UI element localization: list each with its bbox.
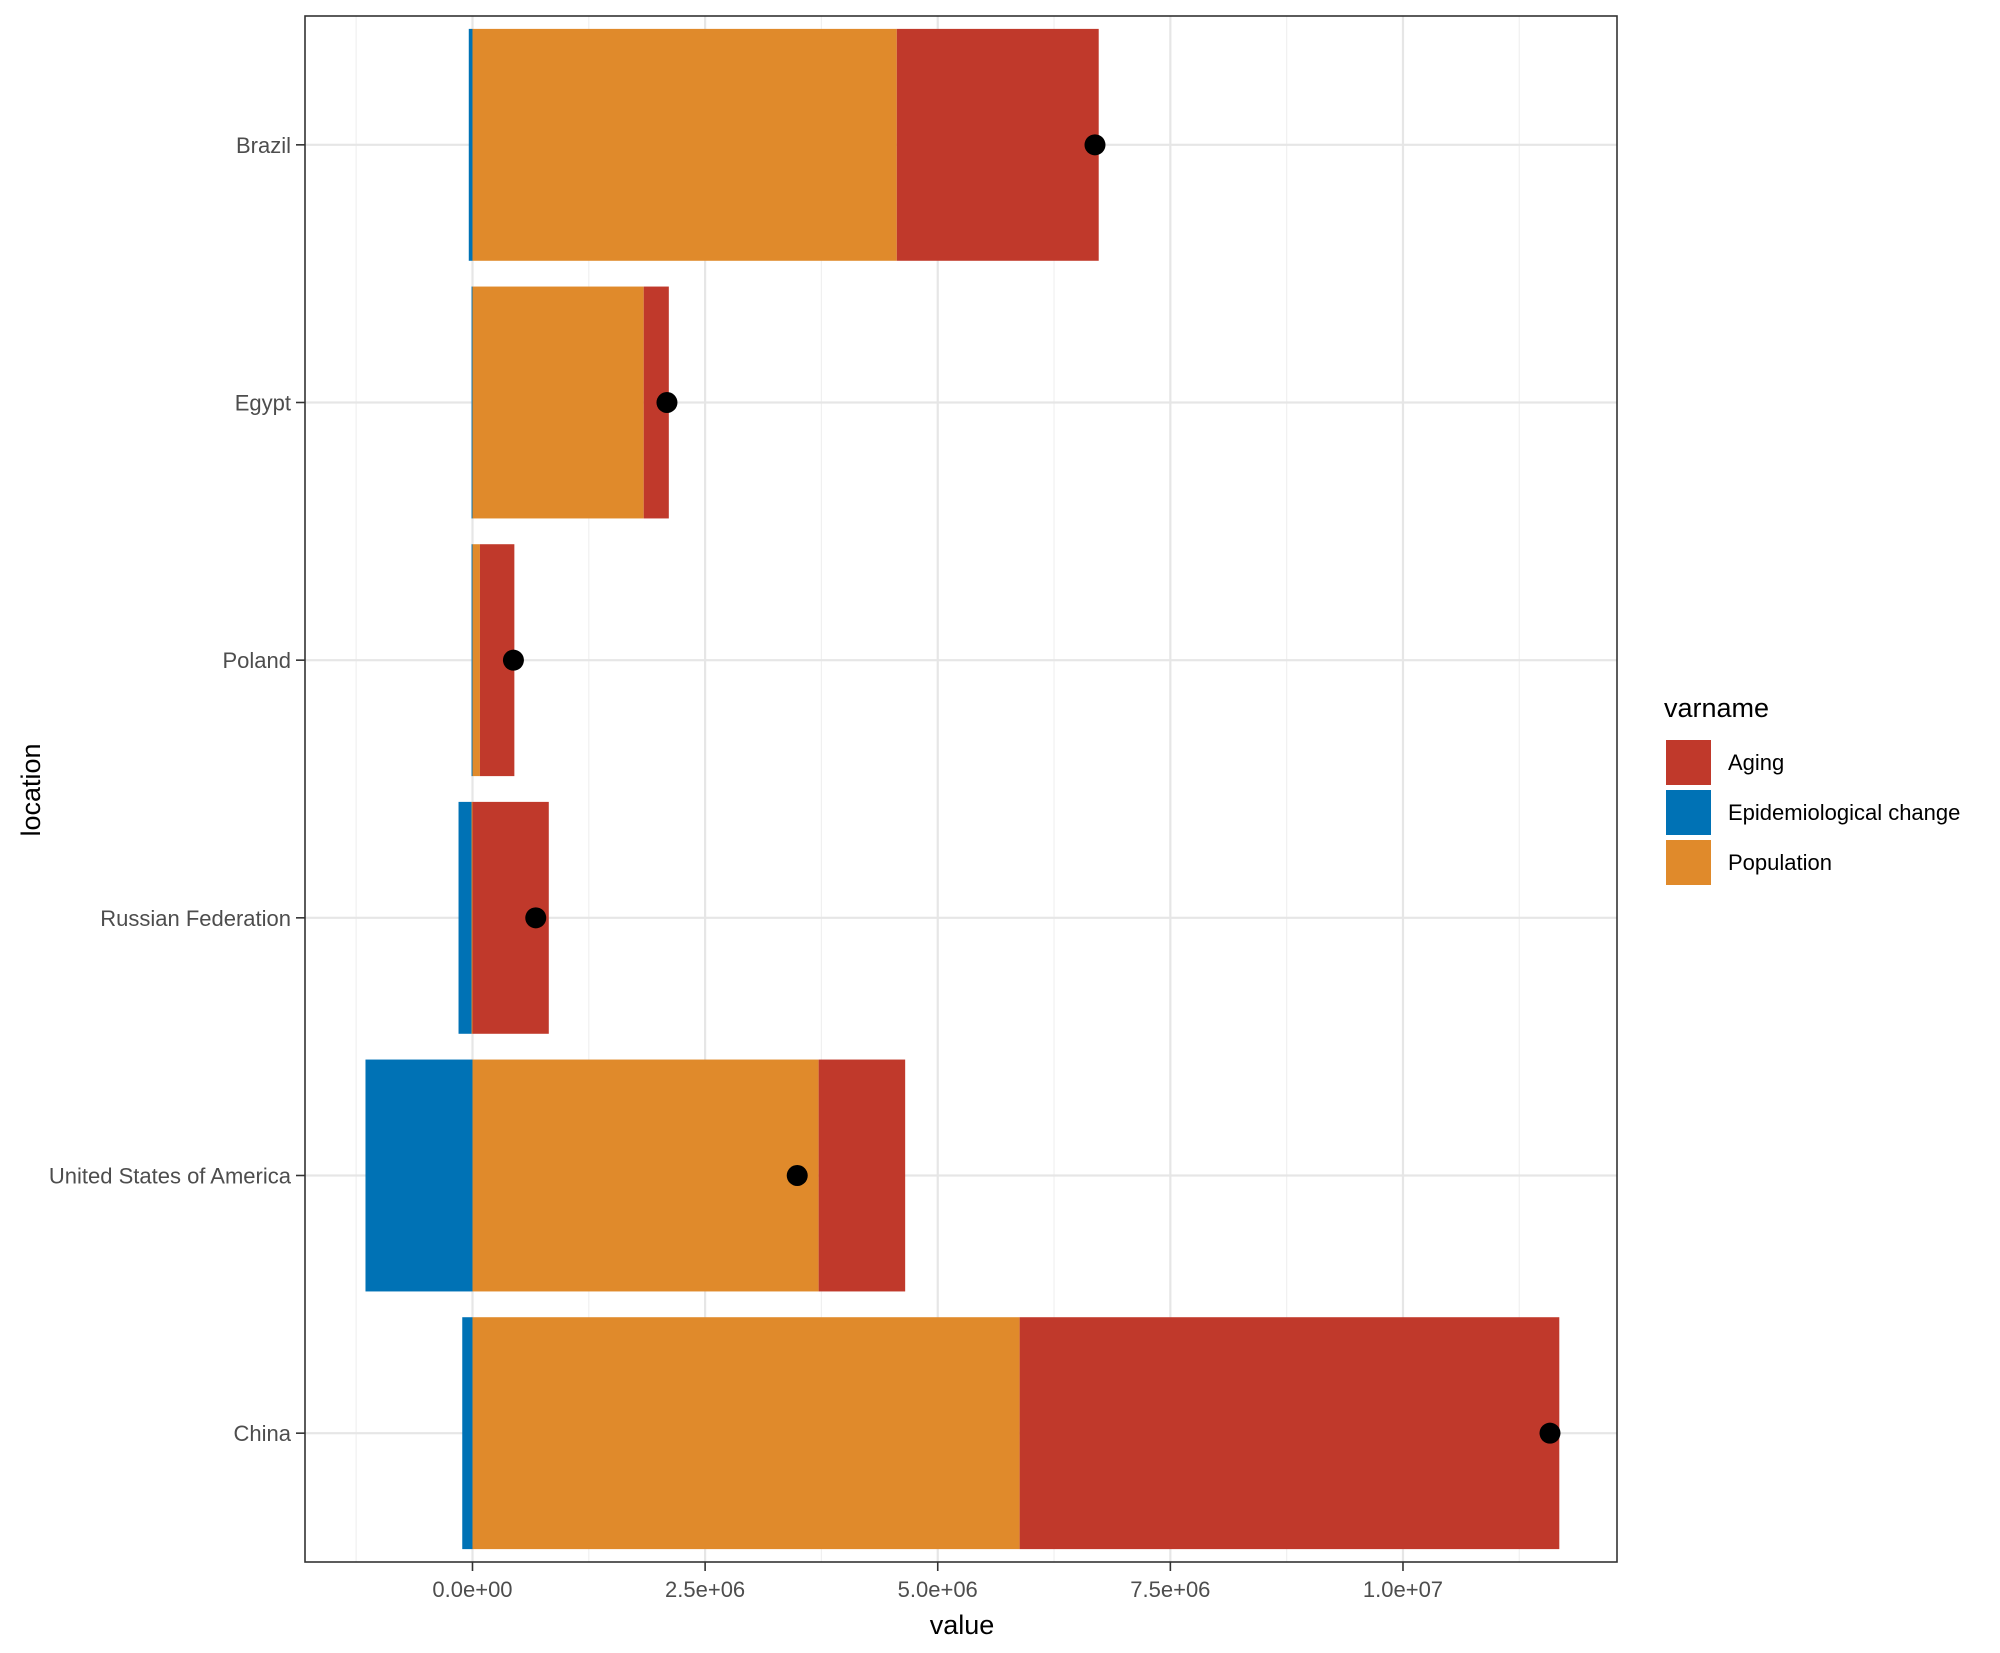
y-tick-label: Russian Federation [100,906,291,931]
bar-segment-population [472,28,897,261]
y-tick-label: Egypt [235,391,291,416]
bar-segment-population [471,801,473,1034]
x-tick-label: 5.0e+06 [898,1577,978,1602]
total-point [502,649,524,671]
x-tick-label: 1.0e+07 [1363,1577,1443,1602]
bar-segment-epidemiological-change [365,1059,473,1292]
bar-segment-epidemiological-change [471,544,473,777]
bar-segment-aging [896,28,1099,261]
x-axis: 0.0e+00 2.5e+06 5.0e+06 7.5e+06 1.0e+07 [432,1562,1443,1602]
grid [305,16,1617,1562]
bar-segment-population [472,544,480,777]
bar-segment-population [472,1059,819,1292]
legend-swatch [1666,740,1711,785]
legend: varname Aging Epidemiological change Popul… [1664,693,1960,885]
total-point [656,392,678,413]
x-axis-title: value [930,1610,995,1640]
legend-items: Aging Epidemiological change Population [1666,740,1960,885]
x-tick-label: 7.5e+06 [1130,1577,1210,1602]
legend-title: varname [1664,693,1769,723]
legend-label: Population [1728,850,1832,875]
y-axis-title: location [16,743,46,836]
y-tick-label: Poland [222,648,291,673]
bar-segment-population [472,286,644,519]
bar-segment-aging [818,1059,906,1292]
x-tick-label: 0.0e+00 [432,1577,512,1602]
plot-panel-border [304,15,1618,1563]
total-point [1539,1422,1561,1444]
total-point [525,907,547,929]
total-point [1084,134,1106,156]
y-tick-label: Brazil [236,133,291,158]
legend-label: Epidemiological change [1728,800,1960,825]
y-tick-label: United States of America [49,1164,292,1189]
total-point [786,1165,808,1186]
bar-segment-epidemiological-change [471,286,473,519]
bar-segment-epidemiological-change [462,1317,473,1550]
bar-segment-epidemiological-change [468,28,473,261]
bar-segment-epidemiological-change [458,801,472,1034]
legend-swatch [1666,840,1711,885]
bar-segment-aging [1019,1317,1560,1550]
legend-label: Aging [1728,750,1784,775]
x-tick-label: 2.5e+06 [665,1577,745,1602]
total-points [502,134,1561,1444]
bars [365,28,1560,1550]
bar-segment-population [472,1317,1020,1550]
y-tick-label: China [234,1421,292,1446]
y-axis: Brazil Egypt Poland Russian Federation Unite… [49,133,305,1446]
legend-swatch [1666,790,1711,835]
